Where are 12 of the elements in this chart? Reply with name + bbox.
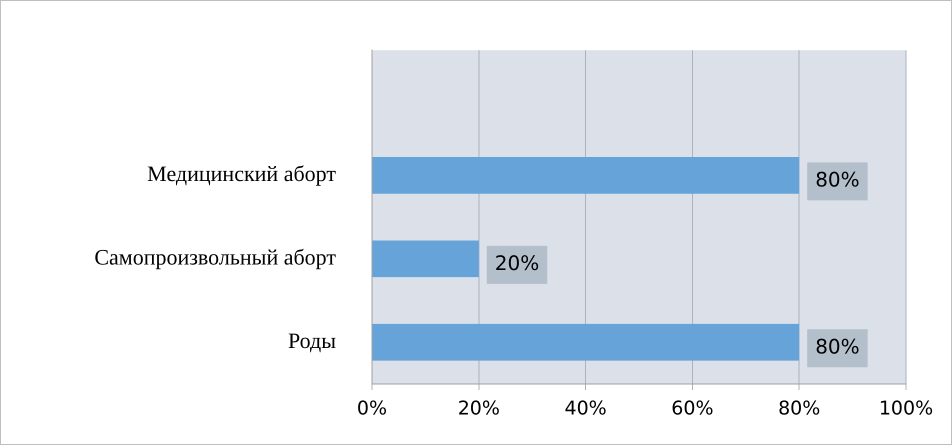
x-tick-label: 0% <box>356 397 388 420</box>
x-tick-label: 40% <box>564 397 607 420</box>
x-tick-label: 80% <box>778 397 820 420</box>
y-tick-label: Медицинский аборт <box>147 161 336 186</box>
x-tick-label: 20% <box>458 397 500 420</box>
x-tick-label: 100% <box>878 397 934 420</box>
data-label: 80% <box>815 168 860 192</box>
x-tick-label: 60% <box>671 397 714 420</box>
data-label: 20% <box>494 251 540 276</box>
y-tick-label: Роды <box>288 328 336 354</box>
y-tick-label: Самопроизвольный аборт <box>94 244 336 270</box>
data-label: 80% <box>815 334 860 358</box>
